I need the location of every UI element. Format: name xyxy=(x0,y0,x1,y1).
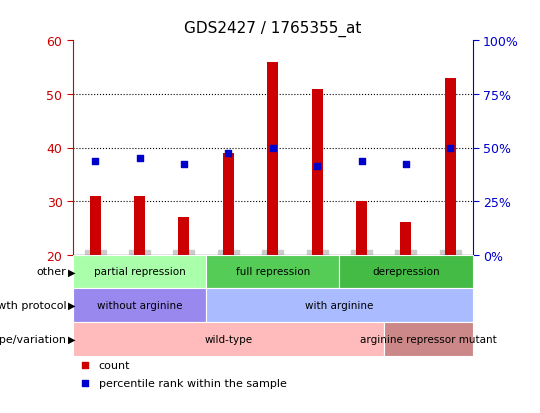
Point xyxy=(180,161,188,167)
Text: other: other xyxy=(37,267,66,277)
Point xyxy=(135,156,144,162)
Text: partial repression: partial repression xyxy=(93,267,185,277)
Bar xyxy=(90,196,100,255)
Text: arginine repressor mutant: arginine repressor mutant xyxy=(360,334,496,344)
Bar xyxy=(356,202,367,255)
Bar xyxy=(400,223,411,255)
Bar xyxy=(339,255,472,289)
Text: ▶: ▶ xyxy=(68,334,76,344)
Text: count: count xyxy=(99,360,130,370)
Bar xyxy=(73,289,206,322)
Text: wild-type: wild-type xyxy=(204,334,252,344)
Bar xyxy=(206,289,472,322)
Point xyxy=(446,145,455,152)
Bar xyxy=(206,255,339,289)
Bar xyxy=(223,154,234,255)
Text: without arginine: without arginine xyxy=(97,300,183,310)
Text: percentile rank within the sample: percentile rank within the sample xyxy=(99,378,287,388)
Text: full repression: full repression xyxy=(235,267,310,277)
Text: genotype/variation: genotype/variation xyxy=(0,334,66,344)
Point xyxy=(91,158,99,165)
Point xyxy=(402,161,410,167)
Point xyxy=(313,164,321,170)
Point xyxy=(268,145,277,152)
Bar xyxy=(312,89,323,255)
Point xyxy=(224,150,233,157)
Bar xyxy=(267,63,278,255)
Title: GDS2427 / 1765355_at: GDS2427 / 1765355_at xyxy=(184,21,361,37)
Bar xyxy=(134,196,145,255)
Text: ▶: ▶ xyxy=(68,267,76,277)
Point xyxy=(357,158,366,165)
Bar xyxy=(384,322,472,356)
Text: growth protocol: growth protocol xyxy=(0,300,66,310)
Point xyxy=(80,361,89,368)
Bar xyxy=(73,322,384,356)
Bar xyxy=(178,218,190,255)
Point xyxy=(80,380,89,387)
Bar xyxy=(445,79,456,255)
Bar xyxy=(73,255,206,289)
Text: derepression: derepression xyxy=(372,267,440,277)
Text: ▶: ▶ xyxy=(68,300,76,310)
Text: with arginine: with arginine xyxy=(305,300,374,310)
